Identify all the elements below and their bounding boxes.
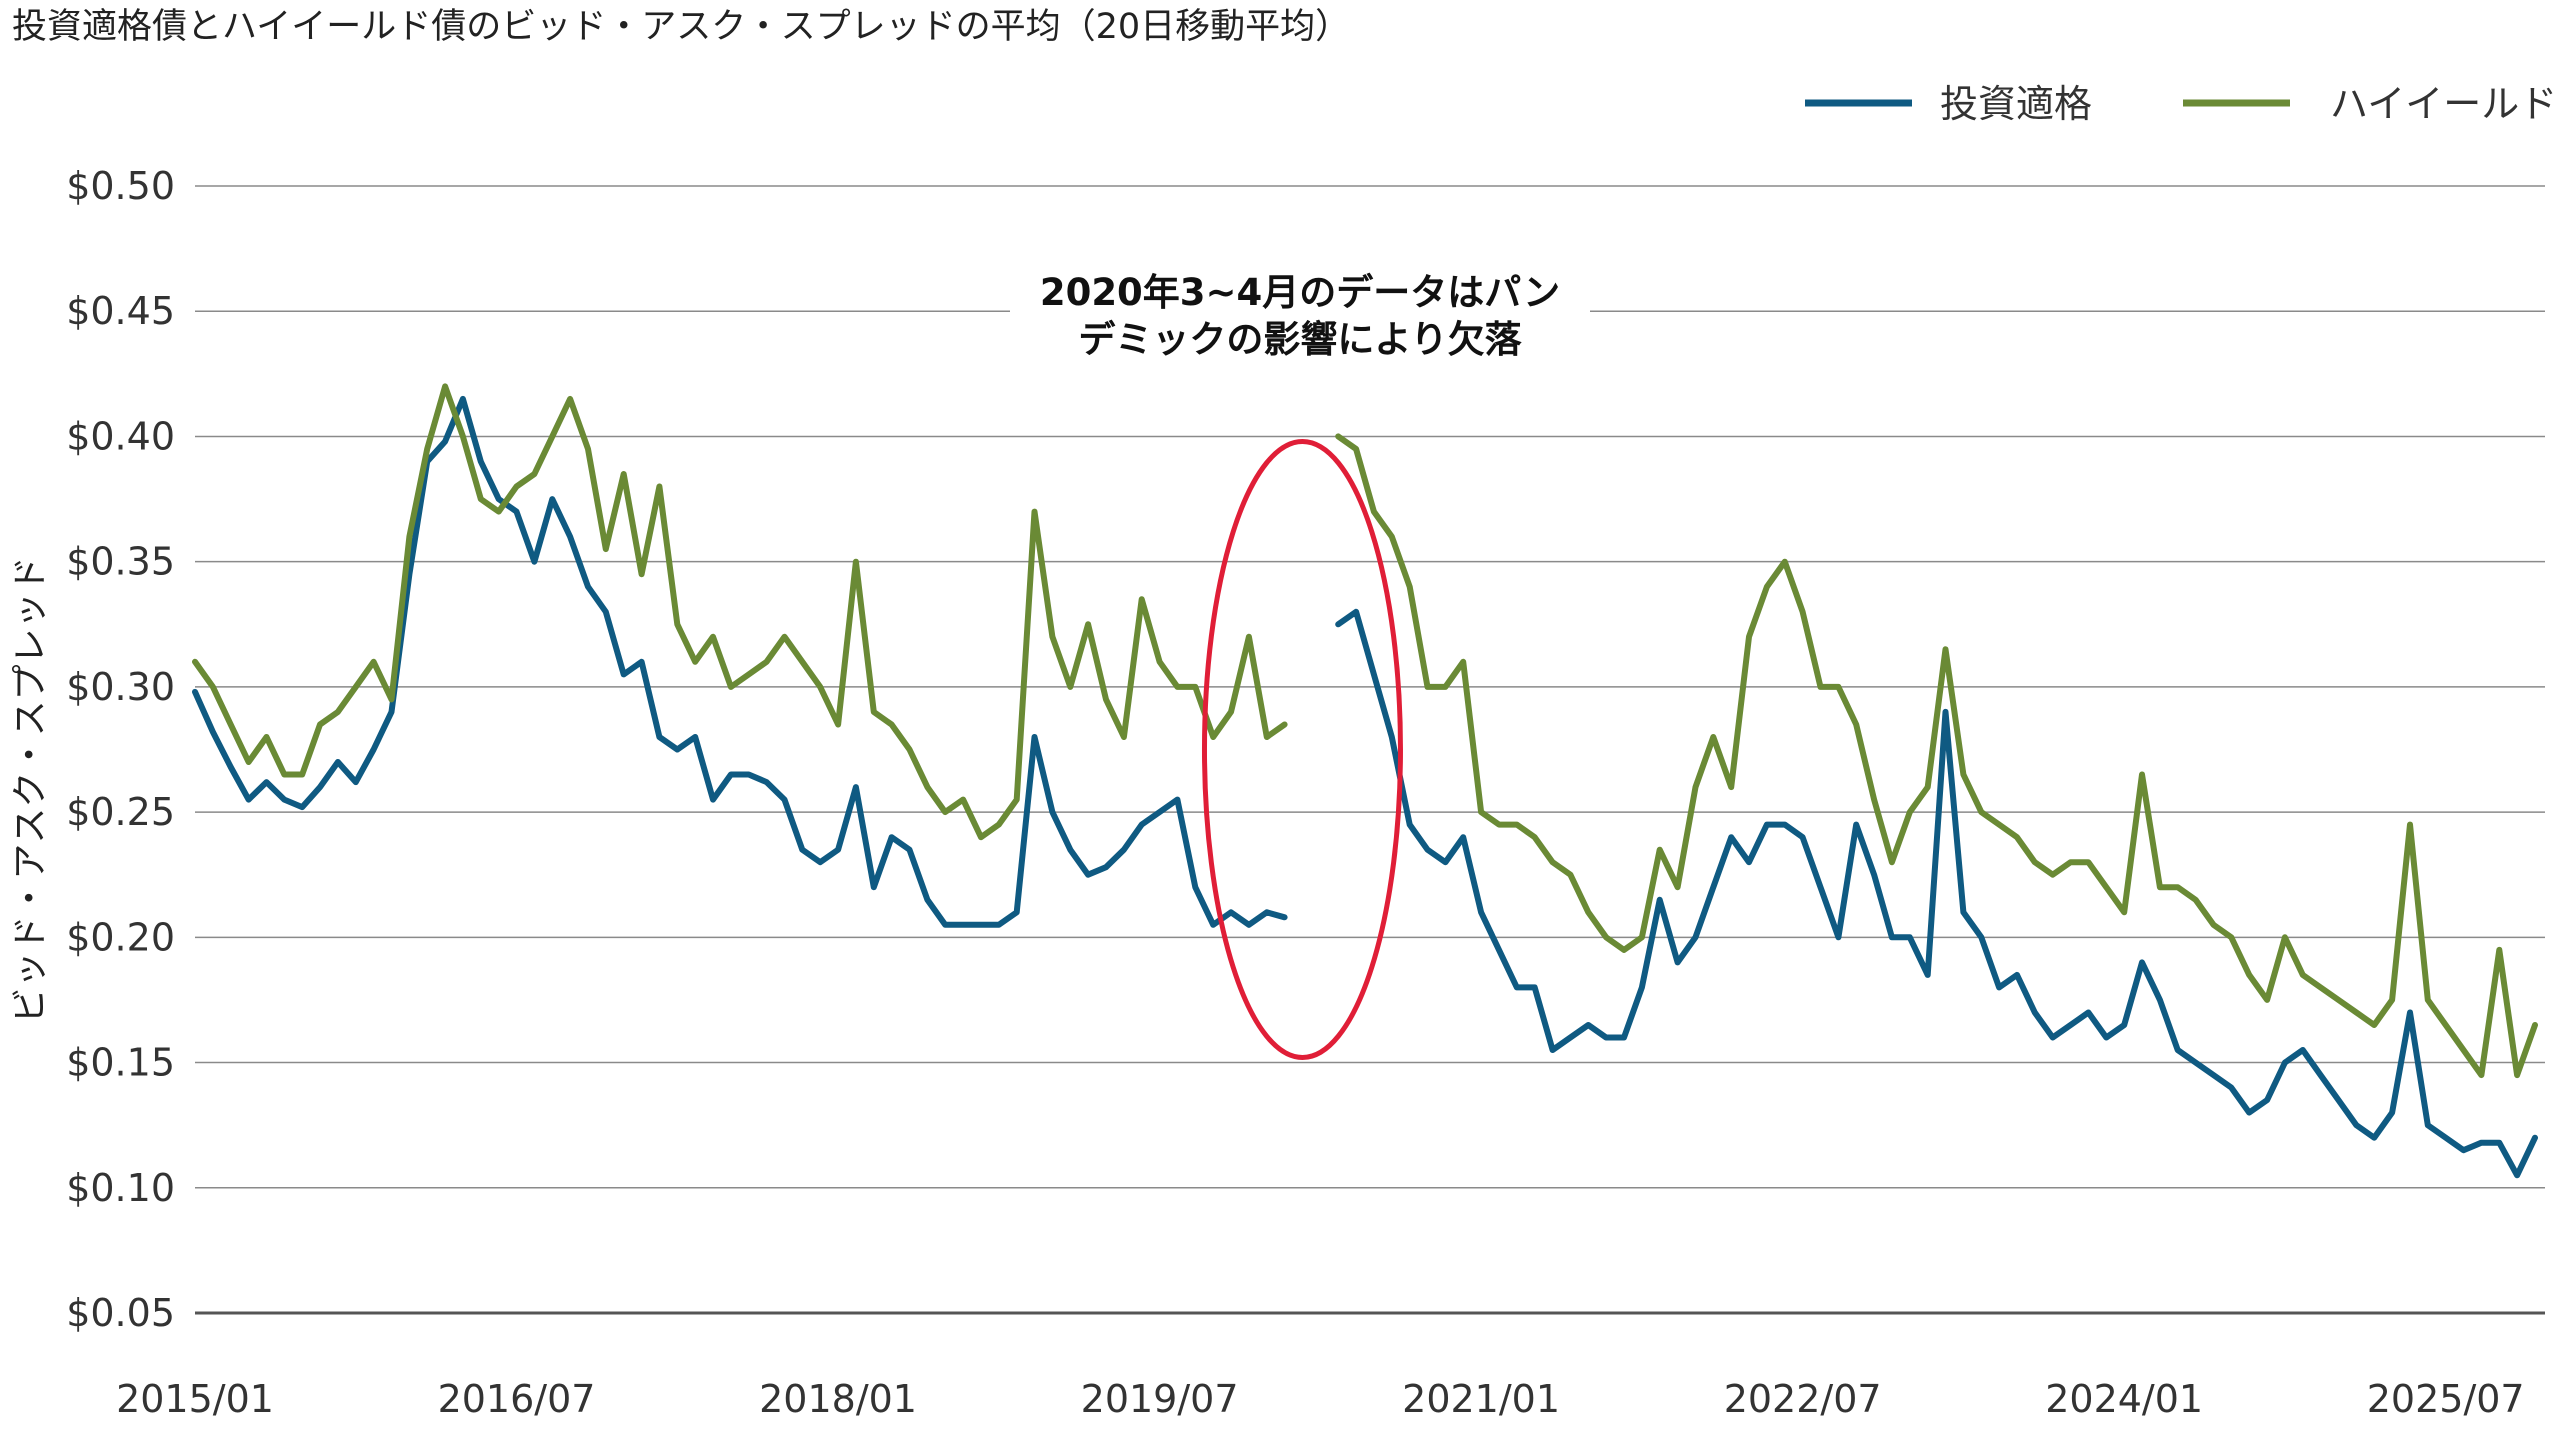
series-line-high-yield	[1335, 433, 2538, 1079]
y-tick-label: $0.25	[66, 790, 175, 834]
y-tick-label: $0.10	[66, 1166, 175, 1210]
gridlines	[195, 185, 2545, 1315]
annotation: 2020年3~4月のデータはパン デミックの影響により欠落	[1010, 262, 1590, 1060]
series-line-investment-grade	[1335, 608, 2538, 1179]
legend: 投資適格 ハイイールド	[1805, 82, 2557, 126]
x-tick-label: 2022/07	[1724, 1377, 1882, 1421]
legend-label-ig: 投資適格	[1940, 82, 2092, 126]
chart-title: 投資適格債とハイイールド債のビッド・アスク・スプレッドの平均（20日移動平均）	[12, 7, 1350, 47]
x-tick-label: 2025/07	[2367, 1377, 2525, 1421]
x-tick-label: 2021/01	[1402, 1377, 1560, 1421]
annotation-circle	[1201, 439, 1403, 1060]
x-tick-label: 2015/01	[116, 1377, 274, 1421]
annotation-line-1: 2020年3~4月のデータはパン	[1040, 271, 1560, 314]
y-tick-label: $0.45	[66, 289, 175, 333]
y-tick-label: $0.35	[66, 540, 175, 584]
series-line-high-yield	[192, 383, 1288, 841]
y-axis-label: ビッド・アスク・スプレッド	[10, 556, 51, 1023]
series-line-investment-grade	[192, 395, 1288, 928]
x-axis-ticks: 2015/01 2016/07 2018/01 2019/07 2021/01 2022/…	[116, 1377, 2525, 1421]
y-tick-label: $0.15	[66, 1041, 175, 1085]
legend-label-hy: ハイイールド	[2330, 82, 2557, 126]
y-axis-ticks: $0.50 $0.45 $0.40 $0.35 $0.30 $0.25 $0.20 $0.15…	[66, 164, 175, 1335]
y-tick-label: $0.20	[66, 915, 175, 959]
x-tick-label: 2018/01	[759, 1377, 917, 1421]
y-tick-label: $0.50	[66, 164, 175, 208]
y-tick-label: $0.40	[66, 414, 175, 458]
y-tick-label: $0.30	[66, 665, 175, 709]
annotation-line-2: デミックの影響により欠落	[1078, 318, 1522, 361]
x-tick-label: 2024/01	[2045, 1377, 2203, 1421]
y-tick-label: $0.05	[66, 1291, 175, 1335]
x-tick-label: 2019/07	[1081, 1377, 1239, 1421]
series-lines	[192, 383, 2538, 1179]
annotation-background	[1010, 262, 1590, 367]
x-tick-label: 2016/07	[438, 1377, 596, 1421]
